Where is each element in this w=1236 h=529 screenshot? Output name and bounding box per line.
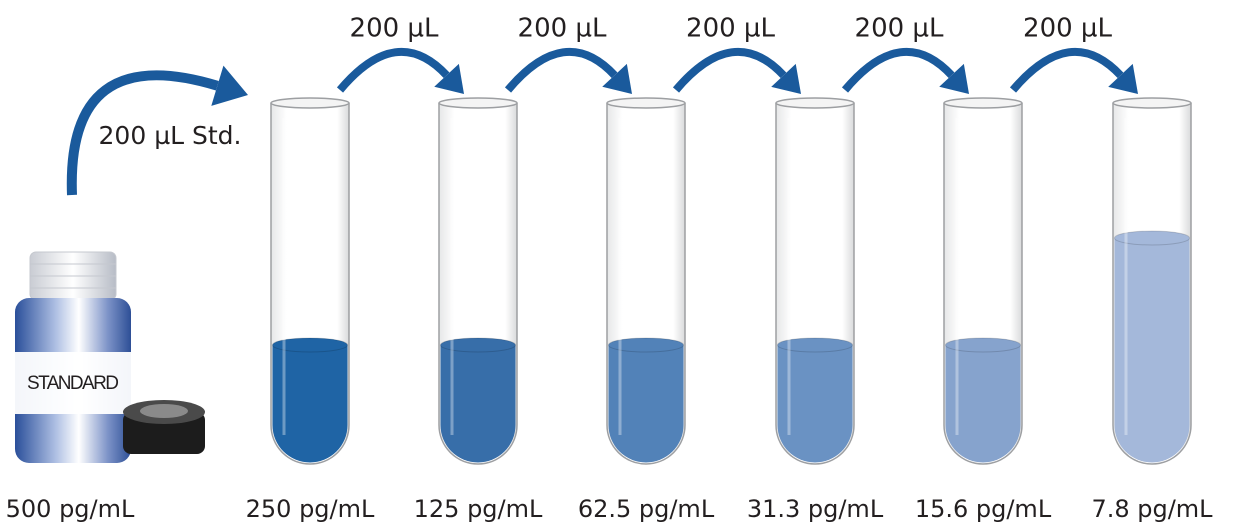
arrow-shaft [336, 47, 450, 93]
transfer-arrow [672, 47, 801, 94]
transfer-arrow [504, 47, 632, 94]
tube [775, 97, 855, 465]
transfer-arrow [841, 47, 969, 94]
tube-rim [775, 97, 855, 109]
liquid [608, 345, 684, 463]
standard-transfer: 200 µL Std. [99, 121, 242, 150]
transfer-volume: 200 µL [686, 14, 775, 44]
transfer-volume: 200 µL [350, 14, 439, 44]
tube [438, 97, 518, 465]
tube [270, 97, 350, 465]
tube-concentration: 125 pg/mL [414, 495, 543, 523]
liquid-surface [1114, 230, 1190, 246]
liquid-surface [272, 337, 348, 353]
tube [943, 97, 1023, 465]
arrow-head [434, 63, 464, 94]
arrow-shaft [841, 47, 955, 93]
tube [606, 97, 686, 465]
bottle-label: STANDARD [27, 373, 119, 394]
liquid [777, 345, 853, 463]
arrow-head [1108, 63, 1138, 94]
tube-rim [606, 97, 686, 109]
bottle-cap [123, 400, 205, 454]
tube-concentration: 15.6 pg/mL [915, 495, 1052, 523]
tube-rim [1112, 97, 1192, 109]
tube-rim [943, 97, 1023, 109]
transfer-arrow [336, 47, 464, 94]
standard-bottle: STANDARD [15, 251, 131, 463]
transfer-volume: 200 µL [855, 14, 944, 44]
arrow-shaft [66, 70, 219, 196]
arrow-head [602, 63, 632, 94]
transfer-volume: 200 µL [518, 14, 607, 44]
liquid [440, 345, 516, 463]
liquid-surface [777, 337, 853, 353]
tube-concentration: 250 pg/mL [246, 495, 375, 523]
transfer-arrow [66, 65, 248, 196]
liquid [945, 345, 1021, 463]
arrow-shaft [504, 47, 618, 93]
arrow-head [211, 65, 248, 106]
liquid [1114, 238, 1190, 463]
tube-rim [270, 97, 350, 109]
tube-concentration: 31.3 pg/mL [747, 495, 884, 523]
tube-rim [438, 97, 518, 109]
arrow-shaft [1009, 47, 1124, 93]
transfer-volume: 200 µL [1023, 14, 1112, 44]
tube [1112, 97, 1192, 465]
liquid-surface [608, 337, 684, 353]
liquid-surface [945, 337, 1021, 353]
liquid-surface [440, 337, 516, 353]
standard-concentration: 500 pg/mL [6, 495, 135, 523]
tube-concentration: 7.8 pg/mL [1091, 495, 1213, 523]
arrow-head [939, 63, 969, 94]
liquid [272, 345, 348, 463]
arrow-head [771, 63, 801, 94]
arrow-shaft [672, 47, 787, 93]
tube-concentration: 62.5 pg/mL [578, 495, 715, 523]
transfer-arrow [1009, 47, 1138, 94]
